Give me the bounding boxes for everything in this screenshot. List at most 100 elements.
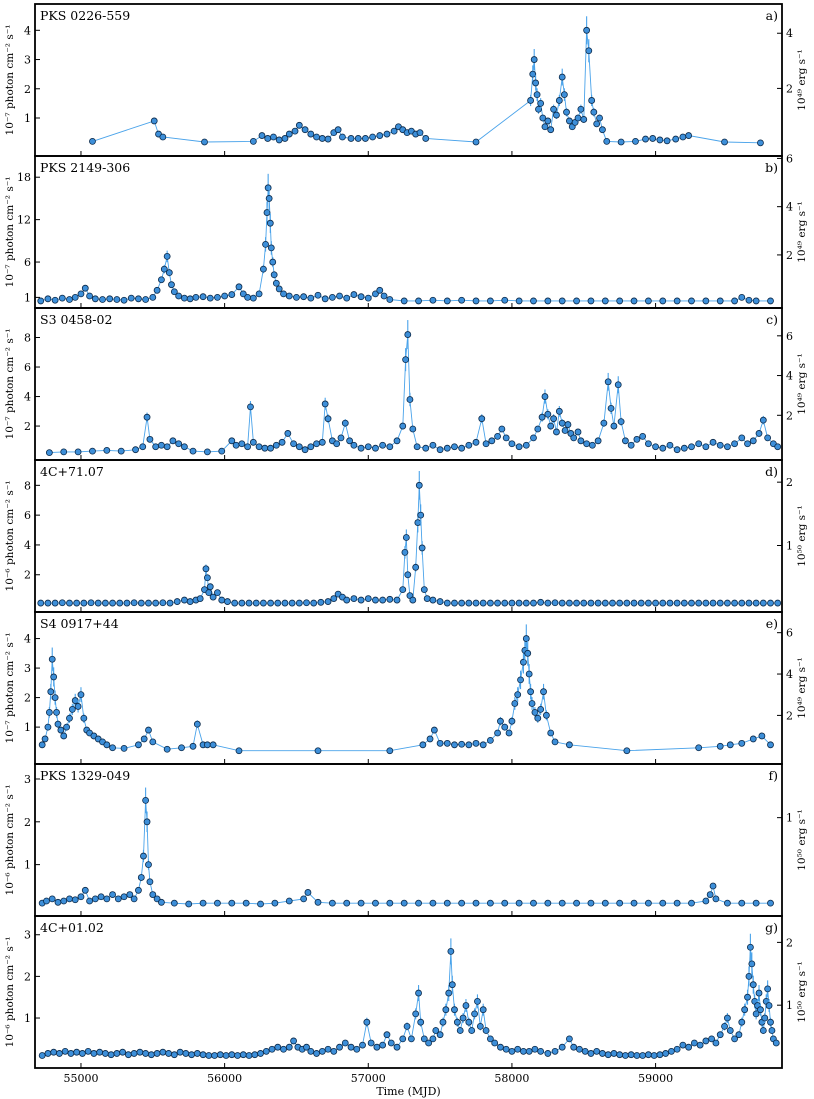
data-point bbox=[242, 899, 250, 907]
data-point bbox=[51, 694, 59, 701]
y-tick-label-right: 4 bbox=[786, 370, 793, 383]
series-line bbox=[49, 334, 778, 454]
data-point bbox=[218, 447, 226, 455]
data-point bbox=[772, 1039, 780, 1047]
y-tick-label-right: 1 bbox=[786, 540, 793, 553]
data-point bbox=[245, 1052, 253, 1059]
data-point bbox=[708, 1035, 716, 1043]
y-tick-label: 6 bbox=[24, 509, 31, 522]
data-point bbox=[106, 295, 114, 303]
data-point bbox=[603, 137, 611, 145]
data-point bbox=[386, 595, 394, 603]
data-point bbox=[501, 296, 509, 304]
data-point bbox=[755, 989, 763, 997]
data-point bbox=[486, 899, 494, 907]
data-point bbox=[143, 413, 151, 421]
data-point bbox=[759, 416, 767, 424]
data-point bbox=[270, 271, 278, 279]
data-point bbox=[472, 438, 480, 446]
data-point bbox=[363, 1018, 371, 1026]
data-point bbox=[453, 1018, 461, 1026]
panel-source-name: S3 0458-02 bbox=[40, 312, 112, 327]
data-point bbox=[152, 443, 160, 451]
data-point bbox=[71, 896, 79, 904]
data-point bbox=[87, 599, 95, 607]
data-point bbox=[150, 117, 158, 125]
data-point bbox=[576, 1045, 583, 1053]
y-tick-label: 3 bbox=[24, 54, 31, 67]
data-point bbox=[558, 419, 566, 427]
data-point bbox=[54, 898, 62, 906]
data-point bbox=[203, 574, 211, 582]
data-point bbox=[429, 1035, 437, 1043]
data-point bbox=[587, 599, 595, 607]
data-point bbox=[333, 440, 341, 448]
data-point bbox=[159, 1048, 167, 1056]
data-point bbox=[357, 596, 365, 604]
data-point bbox=[746, 943, 754, 951]
data-point bbox=[145, 599, 152, 607]
y-axis-label-right: 10⁴⁹ erg s⁻¹ bbox=[796, 353, 808, 415]
data-point bbox=[53, 708, 60, 716]
y-tick-label: 12 bbox=[17, 214, 31, 227]
data-point bbox=[471, 1010, 478, 1018]
data-point bbox=[222, 1052, 230, 1059]
data-point bbox=[38, 1052, 46, 1059]
data-point bbox=[558, 599, 566, 607]
data-point bbox=[679, 1041, 687, 1049]
data-point bbox=[234, 1052, 241, 1059]
data-point bbox=[94, 599, 102, 607]
data-point bbox=[451, 1006, 458, 1014]
data-point bbox=[255, 443, 263, 451]
data-point bbox=[639, 1052, 647, 1059]
data-point bbox=[515, 899, 523, 907]
data-point bbox=[488, 437, 496, 445]
data-point bbox=[672, 135, 680, 143]
data-point bbox=[268, 1045, 276, 1053]
data-point bbox=[459, 1014, 467, 1022]
data-point bbox=[731, 1035, 738, 1043]
data-point bbox=[73, 599, 81, 607]
data-point bbox=[573, 599, 580, 607]
data-point bbox=[96, 1048, 104, 1056]
data-point bbox=[616, 297, 624, 305]
data-point bbox=[530, 434, 537, 442]
panel-source-name: 4C+01.02 bbox=[40, 920, 104, 935]
data-point bbox=[334, 126, 342, 134]
data-point bbox=[120, 893, 128, 901]
data-point bbox=[45, 449, 53, 457]
data-point bbox=[124, 1051, 132, 1059]
data-point bbox=[343, 294, 351, 302]
data-point bbox=[599, 1050, 606, 1057]
data-point bbox=[383, 130, 391, 138]
data-point bbox=[767, 297, 774, 305]
data-point bbox=[137, 599, 145, 607]
data-point bbox=[376, 132, 384, 139]
data-point bbox=[522, 599, 530, 607]
data-point bbox=[724, 1014, 731, 1022]
data-point bbox=[465, 741, 473, 749]
data-point bbox=[180, 443, 188, 451]
x-tick-label: 56000 bbox=[207, 1072, 242, 1085]
data-point bbox=[505, 729, 513, 737]
data-point bbox=[300, 293, 308, 301]
data-point bbox=[271, 899, 279, 907]
data-point bbox=[193, 1050, 201, 1057]
data-point bbox=[616, 1051, 624, 1059]
data-point bbox=[77, 691, 85, 699]
data-point bbox=[307, 1047, 315, 1055]
data-point bbox=[321, 295, 329, 303]
data-point bbox=[80, 714, 88, 722]
data-point bbox=[91, 895, 99, 903]
data-point bbox=[414, 519, 422, 526]
panel-3: 2 4 6 8 2 4 6 S3 0458-02 c) 10⁻⁷ photon cm⁻² s⁻¹ 1… bbox=[4, 307, 808, 461]
data-point bbox=[533, 91, 541, 99]
data-point bbox=[652, 599, 659, 607]
data-point bbox=[86, 897, 93, 905]
data-point bbox=[418, 544, 426, 552]
data-point bbox=[281, 135, 289, 142]
y-tick-label: 8 bbox=[24, 479, 31, 492]
data-point bbox=[744, 440, 751, 448]
data-point bbox=[318, 438, 326, 446]
data-point bbox=[594, 437, 602, 445]
